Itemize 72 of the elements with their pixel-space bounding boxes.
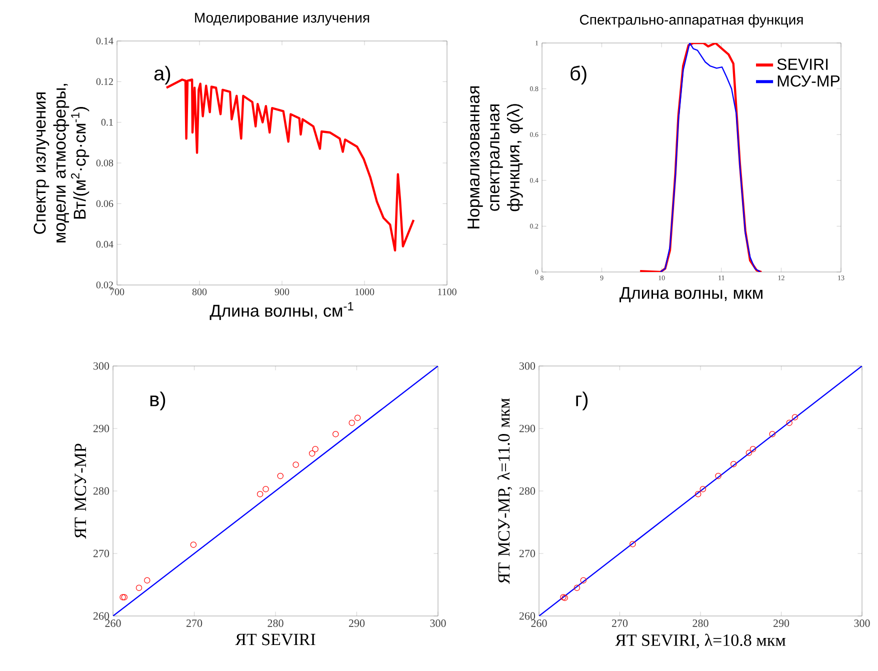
x-tick-label: 260 (105, 620, 121, 627)
y-tick-label: 270 (519, 550, 536, 558)
chart-title: Моделирование излучения (195, 12, 370, 26)
point (354, 414, 361, 421)
point (332, 431, 339, 438)
point (574, 584, 580, 591)
legend-label: SEVIRI (777, 58, 828, 70)
point (256, 491, 264, 498)
x-tick-label: 1000 (355, 288, 374, 296)
y-tick-label: 0.06 (96, 200, 114, 208)
point (715, 472, 722, 480)
x-tick-label: 700 (110, 288, 124, 296)
y-tick-label: 300 (94, 362, 110, 370)
point (348, 420, 355, 426)
x-tick-label: 290 (348, 620, 365, 627)
point (262, 486, 269, 492)
point (730, 461, 737, 468)
y-tick-label: 300 (520, 362, 536, 370)
y-tick-label: 270 (93, 550, 110, 558)
y-tick-label: 290 (93, 424, 110, 432)
point (312, 446, 318, 452)
y-tick-label: 260 (93, 612, 110, 620)
point (144, 577, 150, 584)
x-axis-title: ЯТ SEVIRI (235, 634, 316, 646)
point (308, 450, 316, 457)
point (277, 472, 284, 480)
y-tick-label: 0.02 (96, 282, 113, 288)
point (700, 486, 706, 492)
x-tick-label: 290 (773, 620, 790, 627)
x-tick-label: 300 (430, 620, 446, 627)
y-tick-label: 280 (93, 487, 110, 495)
point (750, 446, 756, 452)
x-tick-label: 270 (186, 620, 202, 627)
annotation: б) (570, 66, 586, 84)
x-tick-label: 280 (268, 620, 284, 627)
y-axis-title: ЯТ МСУ-МР, λ=11.0 мкм (498, 398, 512, 584)
y-tick-label: 280 (519, 487, 536, 495)
point (769, 431, 776, 438)
point (136, 584, 142, 591)
point (630, 541, 636, 548)
x-axis-title: Длина волны, см$^{-1}$ (210, 302, 354, 320)
y-tick-label: 0.04 (96, 240, 114, 248)
chart-title: Спектрально-аппаратная функция (580, 14, 803, 28)
y-tick-label: 0.1 (101, 118, 113, 126)
x-tick-label: 1100 (438, 288, 456, 296)
point (792, 414, 798, 420)
point (292, 462, 299, 468)
y-tick-label: 0.08 (96, 160, 114, 166)
annotation: а) (154, 66, 170, 84)
y-tick-label: 0.14 (96, 38, 114, 44)
y-axis-title: Нормализованная спектральная функция, φ(λ) (468, 86, 523, 228)
point (580, 577, 587, 584)
legend-label: МСУ-МР (778, 75, 840, 87)
line-series (660, 42, 761, 272)
x-tick-label: 270 (612, 620, 628, 627)
point (746, 450, 752, 456)
annotation: в) (150, 392, 166, 410)
x-tick-label: 300 (854, 620, 870, 627)
x-tick-label: 900 (274, 288, 290, 296)
x-axis-title: Длина волны, мкм (620, 287, 762, 302)
point (190, 542, 197, 548)
y-tick-label: 260 (519, 612, 536, 620)
x-tick-label: 800 (192, 288, 207, 296)
x-tick-label: 280 (692, 620, 708, 627)
x-axis-title: ЯТ SEVIRI, λ=10.8 мкм (615, 634, 786, 648)
line-series (638, 42, 763, 272)
y-tick-label: 290 (519, 424, 536, 432)
point (694, 491, 702, 498)
y-axis-title: ЯТ МСУ-МР (74, 444, 86, 539)
annotation: г) (576, 392, 588, 410)
y-tick-label: 0.12 (96, 78, 113, 86)
point (786, 420, 792, 426)
